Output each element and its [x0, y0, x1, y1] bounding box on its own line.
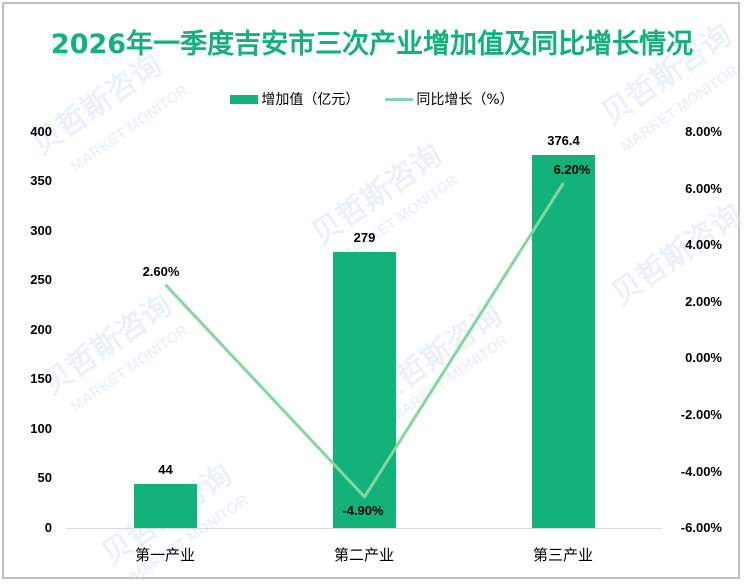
category-label: 第三产业 — [503, 544, 623, 565]
line-value-label: 6.20% — [527, 162, 617, 177]
bar-value-label: 279 — [320, 230, 410, 245]
category-label: 第一产业 — [105, 544, 225, 565]
growth-line-series — [0, 0, 744, 585]
bar-value-label: 376.4 — [519, 133, 609, 148]
line-value-label: 2.60% — [116, 264, 206, 279]
category-label: 第二产业 — [304, 544, 424, 565]
line-value-label: -4.90% — [318, 503, 408, 518]
bar-value-label: 44 — [121, 462, 211, 477]
